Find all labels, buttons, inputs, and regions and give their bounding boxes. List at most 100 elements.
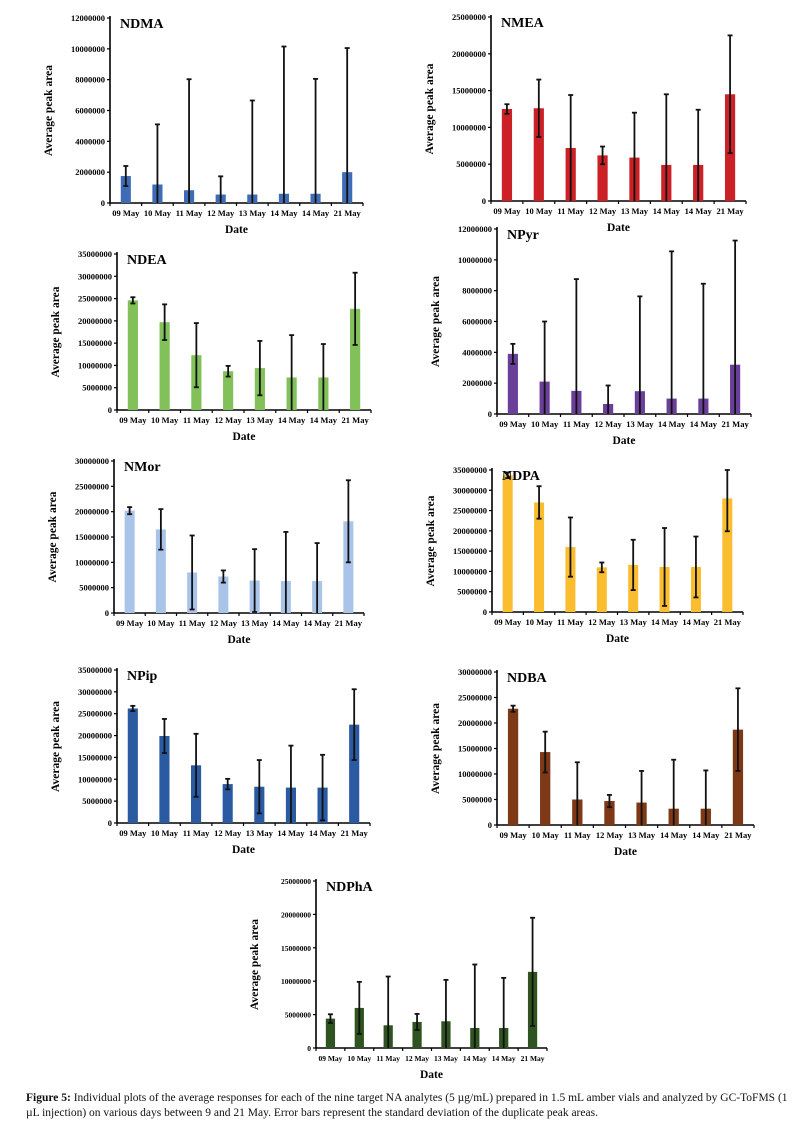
y-tick-label: 0 xyxy=(482,196,486,206)
y-tick-label: 0 xyxy=(483,607,487,617)
error-bar xyxy=(567,516,573,578)
y-tick-label: 25000000 xyxy=(453,506,487,516)
x-tick-label: 10 May xyxy=(347,1054,371,1063)
error-bar xyxy=(162,303,168,341)
chart-ndea: 0 5000000 10000000 15000000 20000000 25000000… xyxy=(50,249,372,443)
x-tick-label: 13 May xyxy=(239,208,267,218)
y-tick-label: 35000000 xyxy=(78,665,112,675)
bar xyxy=(412,1021,422,1048)
x-tick-label: 11 May xyxy=(376,1054,400,1063)
error-bar xyxy=(161,718,167,754)
error-bar xyxy=(225,777,231,791)
error-bar xyxy=(252,548,258,613)
x-tick-label: 09 May xyxy=(119,415,147,425)
x-tick-label: 21 May xyxy=(521,1054,545,1063)
x-tick-label: 12 May xyxy=(207,208,235,218)
y-tick-label: 25000000 xyxy=(78,294,112,304)
y-tick-label: 15000000 xyxy=(458,744,492,754)
y-tick-label: 10000000 xyxy=(452,122,486,132)
y-tick-label: 35000000 xyxy=(453,465,487,475)
error-bar xyxy=(631,111,637,201)
x-tick-label: 14 May xyxy=(492,1054,516,1063)
error-bar xyxy=(536,78,542,138)
y-tick-label: 12000000 xyxy=(458,224,492,234)
x-tick-label: 13 May xyxy=(241,618,269,628)
x-tick-label: 13 May xyxy=(434,1054,458,1063)
error-bar xyxy=(130,704,136,712)
x-tick-label: 10 May xyxy=(525,206,553,216)
x-tick-label: 11 May xyxy=(183,415,210,425)
y-tick-label: 25000000 xyxy=(78,709,112,719)
x-tick-label: 14 May xyxy=(682,617,710,627)
y-tick-label: 4000000 xyxy=(75,136,105,146)
chart-title: NPip xyxy=(127,669,158,684)
y-axis-label: Average peak area xyxy=(249,919,261,1010)
y-tick-label: 10000000 xyxy=(78,774,112,784)
y-tick-label: 10000000 xyxy=(71,44,105,54)
error-bar xyxy=(606,794,612,809)
x-tick-label: 14 May xyxy=(651,617,679,627)
figure-caption: Figure 5: Individual plots of the averag… xyxy=(26,1091,796,1121)
x-tick-label: 09 May xyxy=(493,206,521,216)
x-tick-label: 21 May xyxy=(714,617,742,627)
y-axis-label: Average peak area xyxy=(425,495,437,586)
x-axis-label: Date xyxy=(607,222,630,234)
bar xyxy=(540,752,551,825)
error-bar xyxy=(639,770,645,825)
error-bar xyxy=(345,479,351,564)
x-tick-label: 21 May xyxy=(722,419,750,429)
y-tick-label: 20000000 xyxy=(458,718,492,728)
error-bar xyxy=(510,704,516,713)
chart-title: NDPhA xyxy=(326,880,374,895)
x-axis-label: Date xyxy=(225,224,248,236)
x-tick-label: 10 May xyxy=(532,830,560,840)
bar xyxy=(223,371,234,410)
chart-title: NDBA xyxy=(507,671,548,686)
error-bar xyxy=(320,753,326,822)
x-axis-label: Date xyxy=(228,634,251,646)
y-tick-label: 5000000 xyxy=(456,159,486,169)
error-bar xyxy=(724,469,730,533)
y-tick-label: 10000000 xyxy=(75,557,109,567)
error-bar xyxy=(662,527,668,607)
bar xyxy=(159,736,170,823)
x-tick-label: 13 May xyxy=(620,617,648,627)
x-axis-label: Date xyxy=(233,431,256,443)
x-tick-label: 10 May xyxy=(147,618,175,628)
x-tick-label: 14 May xyxy=(690,419,718,429)
error-bar xyxy=(536,485,542,520)
bar xyxy=(597,155,608,201)
error-bar xyxy=(154,123,160,203)
x-tick-label: 12 May xyxy=(596,830,624,840)
error-bar xyxy=(281,45,287,203)
x-tick-label: 09 May xyxy=(494,617,522,627)
y-tick-label: 5000000 xyxy=(79,583,109,593)
y-axis-label: Average peak area xyxy=(430,703,442,794)
error-bar xyxy=(344,47,350,203)
y-tick-label: 20000000 xyxy=(78,731,112,741)
error-bar xyxy=(605,384,611,414)
y-tick-label: 0 xyxy=(307,1044,311,1053)
x-tick-label: 14 May xyxy=(685,206,713,216)
error-bar xyxy=(256,759,262,815)
error-bar xyxy=(385,975,391,1048)
error-bar xyxy=(574,761,580,825)
error-bar xyxy=(443,978,449,1048)
x-tick-label: 11 May xyxy=(176,208,203,218)
bar xyxy=(502,475,513,612)
bar xyxy=(127,300,138,410)
y-tick-label: 15000000 xyxy=(281,944,311,953)
error-bar xyxy=(314,542,320,613)
y-tick-label: 0 xyxy=(108,405,112,415)
error-bar xyxy=(501,976,507,1048)
y-tick-label: 0 xyxy=(105,608,109,618)
bar xyxy=(120,176,131,203)
bar xyxy=(565,547,576,612)
y-tick-label: 6000000 xyxy=(75,106,105,116)
x-tick-label: 14 May xyxy=(658,419,686,429)
y-tick-label: 20000000 xyxy=(281,910,311,919)
x-tick-label: 14 May xyxy=(653,206,681,216)
x-tick-label: 10 May xyxy=(144,208,172,218)
x-tick-label: 14 May xyxy=(660,830,688,840)
x-tick-label: 13 May xyxy=(621,206,649,216)
